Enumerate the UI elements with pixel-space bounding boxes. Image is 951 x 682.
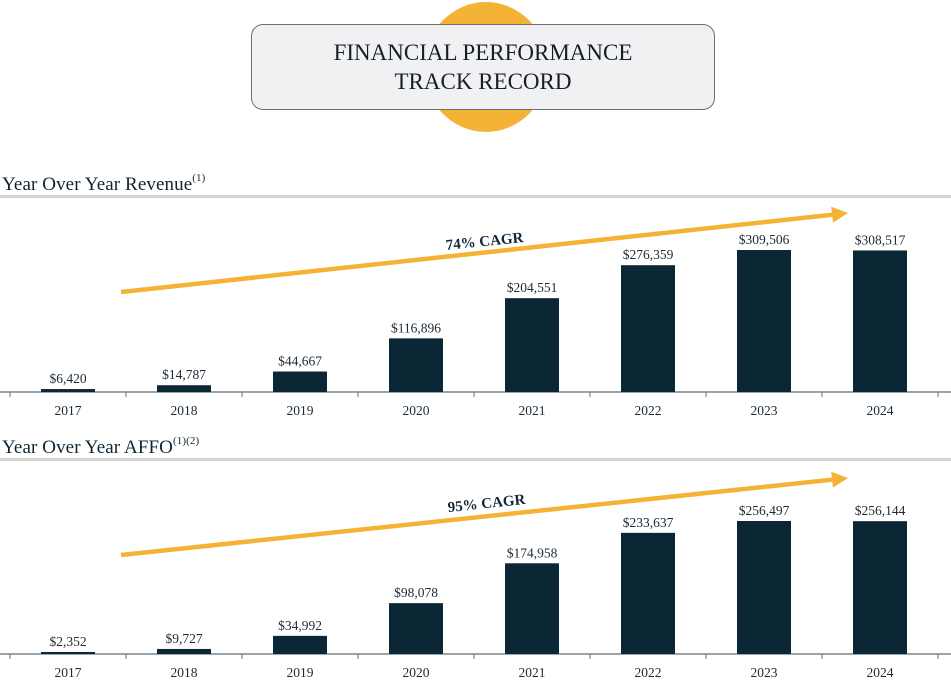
affo-title-text: Year Over Year AFFO	[2, 437, 173, 458]
affo-divider	[0, 458, 951, 461]
revenue-chart: $6,420 2017 $14,787 2018 $44,667 2019 $116,896…	[0, 200, 951, 425]
bar-value-label: $256,144	[855, 503, 906, 518]
bar-2018	[157, 385, 211, 392]
x-tick-label: 2023	[751, 665, 778, 680]
bar-2021	[505, 298, 559, 392]
bar-2019	[273, 635, 327, 654]
x-tick-label: 2024	[867, 403, 894, 418]
bar-2023	[737, 250, 791, 392]
bar-2019	[273, 371, 327, 392]
x-tick-label: 2023	[751, 403, 778, 418]
bar-2022	[621, 265, 675, 392]
x-tick-label: 2017	[55, 665, 82, 680]
revenue-section-title: Year Over Year Revenue(1)	[2, 172, 206, 196]
cagr-label: 74% CAGR	[445, 230, 524, 254]
x-tick-label: 2019	[287, 665, 314, 680]
bar-2020	[389, 603, 443, 654]
affo-footnote: (1)(2)	[172, 435, 200, 447]
bar-value-label: $2,352	[49, 634, 86, 649]
bar-value-label: $98,078	[394, 585, 438, 600]
bar-value-label: $116,896	[391, 320, 441, 335]
cagr-arrow-icon	[120, 206, 848, 295]
bar-2022	[621, 532, 675, 654]
x-tick-label: 2020	[403, 403, 430, 418]
x-tick-label: 2024	[867, 665, 894, 680]
x-tick-label: 2018	[171, 665, 198, 680]
revenue-footnote: (1)	[192, 172, 206, 184]
bar-value-label: $233,637	[623, 515, 674, 530]
bar-value-label: $44,667	[278, 354, 322, 369]
affo-chart: $2,352 2017 $9,727 2018 $34,992 2019 $98,078 20…	[0, 463, 951, 682]
bar-2023	[737, 521, 791, 654]
x-tick-label: 2019	[287, 403, 314, 418]
x-tick-label: 2021	[519, 403, 546, 418]
bar-value-label: $174,958	[507, 545, 558, 560]
x-tick-label: 2017	[55, 403, 82, 418]
bar-value-label: $204,551	[507, 280, 558, 295]
bar-2024	[853, 521, 907, 654]
cagr-arrow-icon	[120, 471, 848, 558]
bar-value-label: $308,517	[855, 232, 906, 247]
x-tick-label: 2018	[171, 403, 198, 418]
bar-value-label: $309,506	[739, 232, 790, 247]
page-title-box: FINANCIAL PERFORMANCE TRACK RECORD	[251, 24, 715, 110]
page-title: FINANCIAL PERFORMANCE TRACK RECORD	[333, 40, 633, 94]
affo-section-title: Year Over Year AFFO(1)(2)	[2, 435, 200, 459]
x-tick-label: 2021	[519, 665, 546, 680]
x-tick-label: 2022	[635, 403, 662, 418]
x-tick-label: 2022	[635, 665, 662, 680]
bar-value-label: $9,727	[165, 631, 202, 646]
bar-value-label: $14,787	[162, 367, 206, 382]
revenue-title-text: Year Over Year Revenue	[2, 174, 193, 195]
bar-2017	[41, 652, 95, 654]
bar-value-label: $256,497	[739, 503, 790, 518]
x-tick-label: 2020	[403, 665, 430, 680]
bar-value-label: $6,420	[49, 371, 86, 386]
bar-value-label: $276,359	[623, 247, 674, 262]
bar-2021	[505, 563, 559, 654]
revenue-divider	[0, 195, 951, 198]
bar-2018	[157, 648, 211, 654]
bar-2017	[41, 389, 95, 392]
bar-2024	[853, 250, 907, 392]
bar-value-label: $34,992	[278, 618, 322, 633]
bar-2020	[389, 338, 443, 392]
